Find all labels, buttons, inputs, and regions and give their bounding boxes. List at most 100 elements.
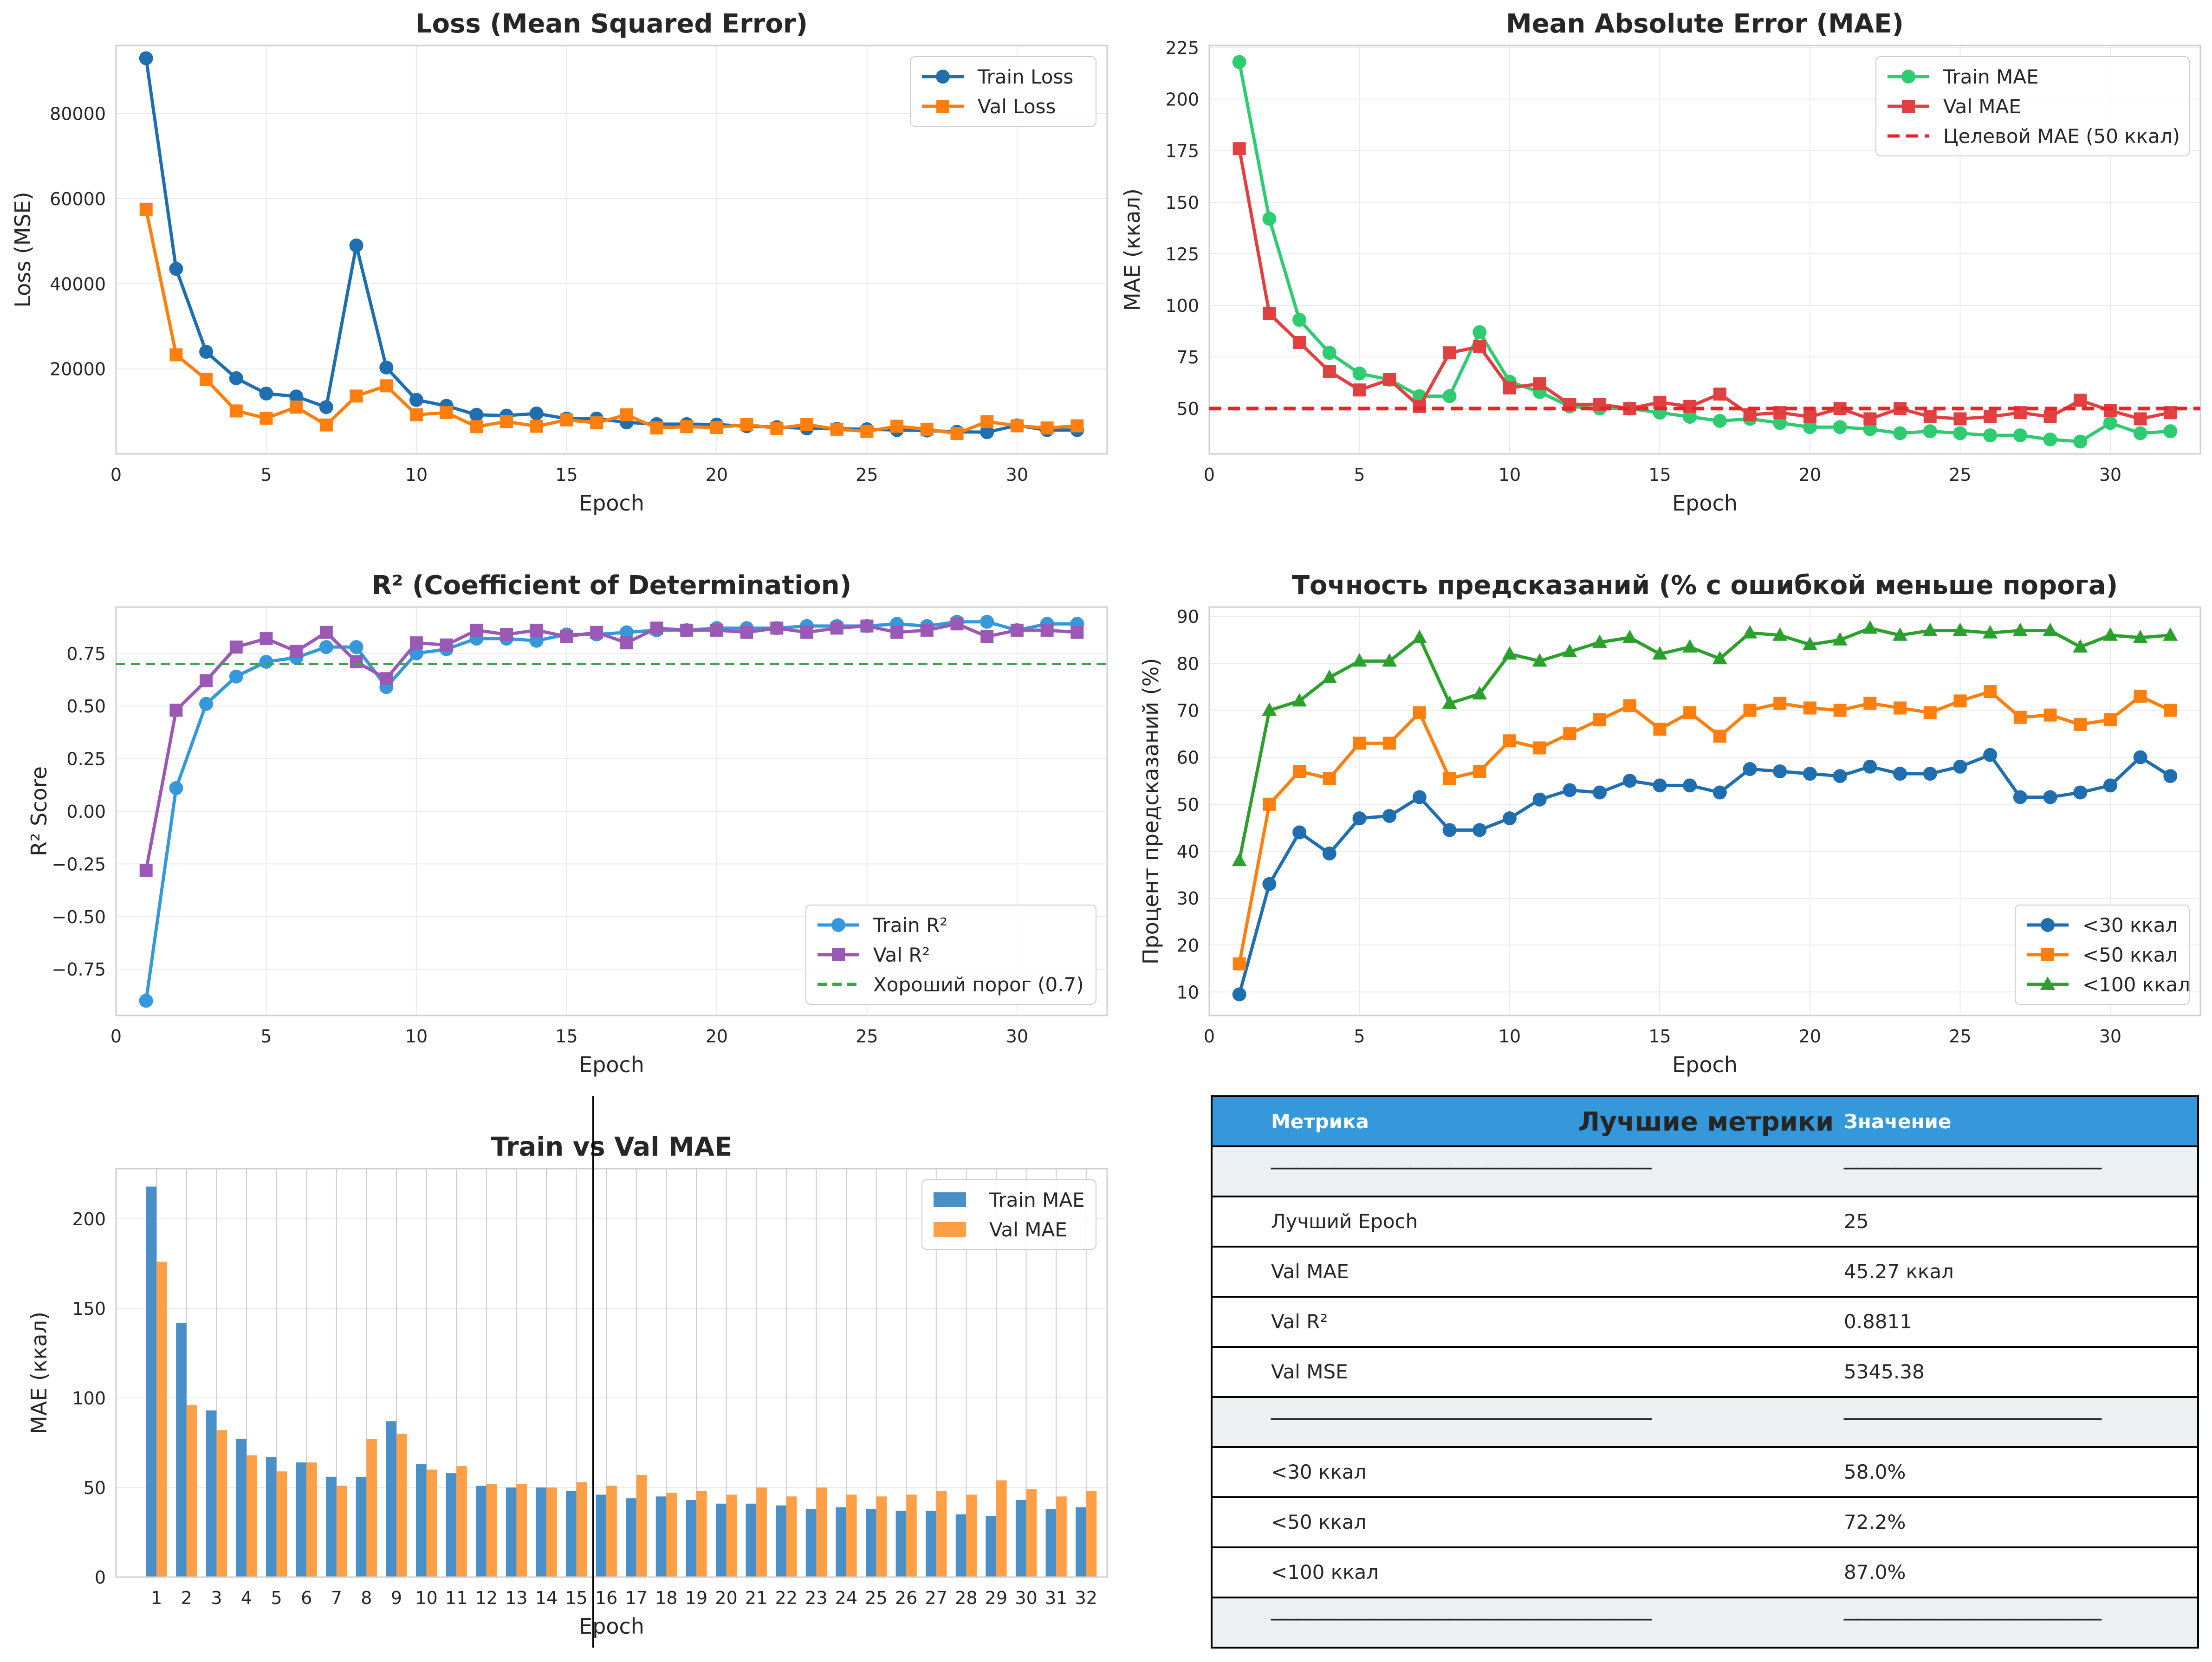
- y-tick-label: 150: [72, 1299, 106, 1319]
- data-point: [1713, 730, 1726, 743]
- y-tick-label: 100: [1165, 296, 1199, 316]
- table-cell-value: 45.27 ккал: [1844, 1260, 1954, 1283]
- x-axis-label: Epoch: [1672, 1052, 1738, 1077]
- table-row: [1211, 1246, 2199, 1298]
- data-point: [440, 406, 453, 420]
- y-tick-label: 75: [1177, 347, 1199, 368]
- data-point: [2043, 622, 2058, 636]
- data-point: [2134, 690, 2147, 703]
- x-tick-label: 10: [1498, 465, 1521, 485]
- legend-label: Train R²: [873, 914, 947, 937]
- bar: [426, 1469, 437, 1577]
- bar: [726, 1494, 737, 1577]
- bar: [926, 1511, 936, 1577]
- x-tick-label: 30: [1006, 465, 1028, 485]
- data-point: [1682, 639, 1698, 653]
- data-point: [229, 404, 243, 418]
- data-point: [1293, 765, 1306, 778]
- data-point: [1833, 704, 1847, 717]
- data-point: [980, 614, 994, 629]
- x-tick-label: 15: [555, 1026, 577, 1047]
- data-point: [740, 626, 753, 639]
- data-point: [620, 636, 633, 650]
- data-point: [680, 623, 694, 637]
- x-tick-label: 23: [805, 1588, 827, 1608]
- table-cell-value: 58.0%: [1844, 1461, 1906, 1483]
- table-row: [1211, 1346, 2199, 1398]
- chart-title: Loss (Mean Squared Error): [415, 9, 808, 39]
- table-cell-metric: ──────────────────────────────: [1271, 1408, 1652, 1430]
- data-point: [529, 406, 544, 420]
- table-cell-metric: Val MAE: [1271, 1260, 1349, 1283]
- data-point: [2133, 750, 2147, 764]
- x-tick-label: 14: [535, 1588, 558, 1608]
- table-row: [1211, 1145, 2199, 1197]
- data-point: [2013, 790, 2027, 804]
- data-point: [200, 373, 213, 386]
- table-row: [1211, 1597, 2199, 1649]
- bar: [895, 1511, 907, 1577]
- legend-box: [1875, 56, 2190, 156]
- data-point: [259, 632, 273, 646]
- data-point: [1353, 383, 1366, 397]
- x-tick-label: 4: [241, 1588, 252, 1608]
- bar: [636, 1475, 647, 1577]
- y-tick-label: 80: [1177, 653, 1199, 674]
- data-point: [650, 621, 663, 635]
- x-axis-label: Epoch: [579, 1614, 644, 1639]
- bar: [1086, 1491, 1097, 1577]
- data-point: [740, 418, 753, 431]
- x-tick-label: 20: [715, 1588, 737, 1608]
- data-point: [1533, 741, 1546, 755]
- data-point: [1983, 625, 1998, 639]
- legend-marker: [831, 918, 845, 932]
- y-tick-label: 60000: [50, 189, 106, 209]
- data-point: [980, 415, 994, 428]
- bar: [476, 1486, 487, 1577]
- data-point: [529, 634, 544, 648]
- y-tick-label: 50: [1177, 399, 1199, 419]
- data-point: [1803, 410, 1816, 423]
- data-point: [770, 422, 784, 435]
- data-point: [1953, 426, 1967, 440]
- data-point: [1293, 336, 1306, 349]
- data-point: [1323, 772, 1336, 785]
- bar: [1045, 1509, 1057, 1577]
- data-point: [1713, 785, 1727, 800]
- table-header-row: [1211, 1095, 2199, 1147]
- x-tick-label: 17: [625, 1588, 648, 1608]
- data-point: [1683, 706, 1697, 719]
- data-point: [1383, 373, 1396, 386]
- data-point: [530, 420, 543, 433]
- x-tick-label: 25: [856, 1026, 878, 1047]
- data-point: [1983, 428, 1998, 442]
- data-point: [319, 626, 333, 639]
- data-point: [2043, 432, 2057, 446]
- y-tick-label: 30: [1177, 888, 1199, 909]
- bar: [786, 1496, 797, 1577]
- data-point: [1593, 713, 1607, 726]
- bar: [936, 1491, 947, 1577]
- data-point: [1263, 307, 1276, 320]
- table-cell-metric: Лучший Epoch: [1271, 1210, 1418, 1233]
- bar: [1015, 1500, 1026, 1577]
- table-cell-metric: ──────────────────────────────: [1271, 1157, 1652, 1180]
- x-tick-label: 11: [445, 1588, 467, 1608]
- data-point: [1383, 737, 1396, 750]
- x-tick-label: 10: [405, 1026, 428, 1047]
- x-tick-label: 7: [331, 1588, 342, 1608]
- plot-border: [115, 45, 1108, 455]
- legend-label: Хороший порог (0.7): [873, 973, 1084, 996]
- data-point: [470, 420, 483, 433]
- data-point: [1503, 381, 1516, 394]
- bar: [776, 1505, 786, 1577]
- data-point: [2163, 769, 2178, 783]
- bar: [966, 1494, 977, 1577]
- data-point: [1232, 853, 1247, 867]
- data-point: [1473, 325, 1487, 339]
- x-tick-label: 20: [706, 1026, 728, 1047]
- bar: [836, 1507, 846, 1577]
- data-point: [1923, 424, 1937, 439]
- bar: [596, 1494, 607, 1577]
- x-tick-label: 10: [405, 465, 428, 485]
